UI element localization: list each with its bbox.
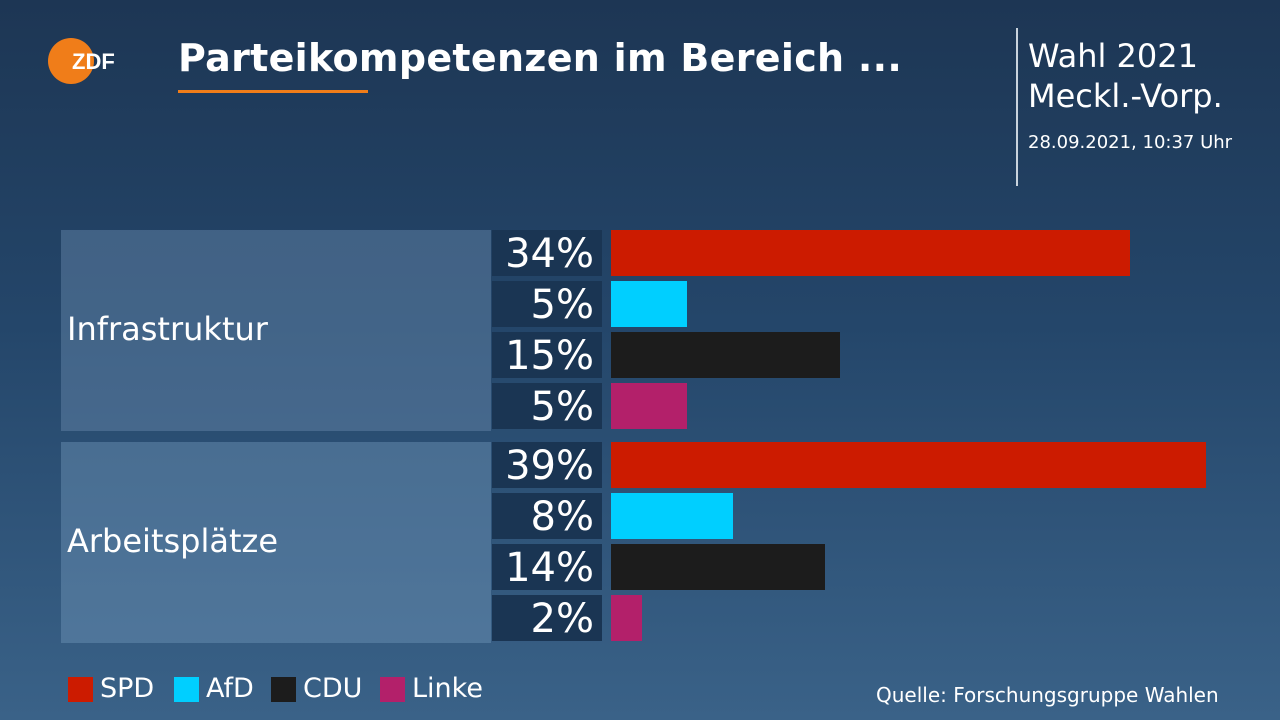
data-label: 2% [492,595,602,642]
bar-cdu [611,332,840,378]
legend-swatch [271,677,296,702]
bar-cdu [611,544,825,590]
election-info: Wahl 2021 Meckl.-Vorp. [1028,36,1223,116]
bar-linke [611,383,687,429]
category-group-0: Infrastruktur [61,230,491,431]
data-label: 8% [492,493,602,540]
zdf-logo: ZDF [48,38,115,84]
bar-afd [611,281,687,327]
bar-linke [611,595,642,641]
data-label: 5% [492,281,602,328]
timestamp: 28.09.2021, 10:37 Uhr [1028,132,1233,153]
data-label: 39% [492,442,602,489]
legend-label: Linke [412,673,483,704]
category-group-1: Arbeitsplätze [61,442,491,643]
category-label: Infrastruktur [67,310,268,348]
legend-label: CDU [303,673,363,704]
election-region: Meckl.-Vorp. [1028,77,1223,115]
legend-swatch [174,677,199,702]
bar-spd [611,230,1130,276]
zdf-logo-text: ZDF [72,49,115,74]
bar-spd [611,442,1206,488]
election-year: Wahl 2021 [1028,37,1198,75]
data-label: 15% [492,332,602,379]
data-label: 34% [492,230,602,277]
legend-label: AfD [206,673,254,704]
legend-label: SPD [100,673,155,704]
header-divider [1016,28,1018,186]
data-label: 14% [492,544,602,591]
legend-swatch [380,677,405,702]
page-title: Parteikompetenzen im Bereich ... [178,36,903,80]
category-label: Arbeitsplätze [67,522,278,560]
bar-afd [611,493,733,539]
data-label: 5% [492,383,602,430]
source-note: Quelle: Forschungsgruppe Wahlen [876,683,1219,707]
title-underline [178,90,368,93]
legend-swatch [68,677,93,702]
